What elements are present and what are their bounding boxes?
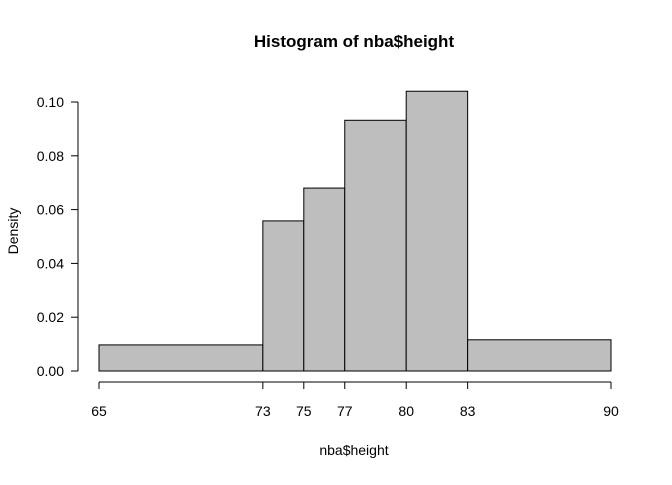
x-axis: 65 73 75 77 80 83 90 xyxy=(91,381,619,419)
chart-title: Histogram of nba$height xyxy=(254,32,455,51)
x-tick-label: 65 xyxy=(91,403,107,419)
y-axis: 0.00 0.02 0.04 0.06 0.08 0.10 xyxy=(37,94,79,379)
histogram-bar xyxy=(303,187,346,372)
y-tick-label: 0.06 xyxy=(37,202,64,218)
y-tick-label: 0.08 xyxy=(37,148,64,164)
x-axis-label: nba$height xyxy=(319,442,388,458)
x-tick-label: 90 xyxy=(603,403,619,419)
y-tick-label: 0.00 xyxy=(37,363,64,379)
histogram-bar xyxy=(405,90,469,372)
x-tick-label: 75 xyxy=(296,403,312,419)
x-tick-label: 83 xyxy=(460,403,476,419)
histogram-bar xyxy=(344,119,407,372)
histogram-bar xyxy=(98,344,264,372)
y-axis-label: Density xyxy=(5,208,21,255)
histogram-bar xyxy=(467,339,612,372)
bars-group xyxy=(98,90,612,372)
x-tick-label: 73 xyxy=(255,403,271,419)
y-tick-label: 0.02 xyxy=(37,309,64,325)
histogram-bar xyxy=(262,220,305,372)
y-tick-label: 0.04 xyxy=(37,255,64,271)
x-tick-label: 80 xyxy=(398,403,414,419)
x-tick-label: 77 xyxy=(337,403,353,419)
y-tick-label: 0.10 xyxy=(37,94,64,110)
